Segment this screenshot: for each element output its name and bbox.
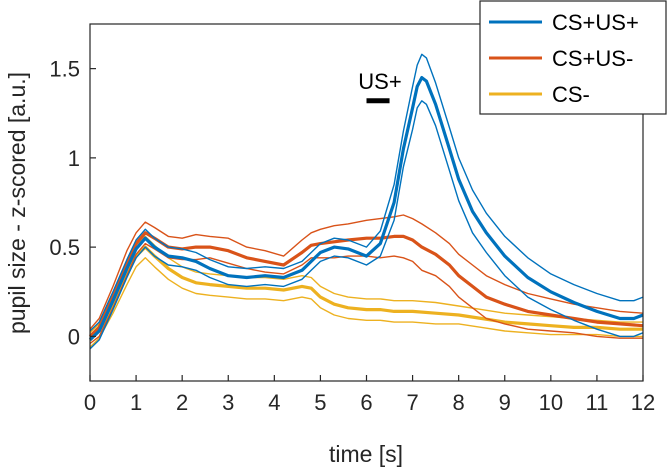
x-tick-label: 6 <box>360 390 372 415</box>
x-tick-label: 11 <box>585 390 608 415</box>
plot-lines <box>88 53 644 350</box>
series-cs_minus-lower-bound <box>89 257 643 348</box>
y-tick-label: 0.5 <box>49 235 80 260</box>
legend-label-cs-minus: CS- <box>552 82 590 107</box>
series-cs_minus-upper-bound <box>89 235 643 334</box>
series-cs_plus_us_minus-upper-bound <box>89 214 644 330</box>
x-axis-label: time [s] <box>329 441 403 467</box>
x-tick-label: 12 <box>631 390 655 415</box>
x-tick-label: 5 <box>314 390 326 415</box>
x-tick-label: 4 <box>268 390 280 415</box>
x-tick-label: 9 <box>499 390 511 415</box>
y-tick-label: 1.5 <box>49 57 80 82</box>
legend: CS+US+ CS+US- CS- <box>479 0 667 115</box>
x-tick-label: 8 <box>453 390 465 415</box>
x-tick-label: 2 <box>176 390 188 415</box>
x-tick-label: 10 <box>539 390 563 415</box>
x-axis-ticks: 0 1 2 3 4 5 6 7 8 9 10 11 12 <box>84 375 655 415</box>
series-cs_plus_us_plus-mean-line <box>88 75 644 342</box>
x-tick-label: 3 <box>222 390 234 415</box>
legend-label-cs-plus-us-minus: CS+US- <box>552 46 633 71</box>
series-cs_plus_us_plus-lower-bound <box>89 100 644 350</box>
series-cs_plus_us_plus-upper-bound <box>89 53 644 332</box>
y-axis-ticks: 0 0.5 1 1.5 <box>49 57 96 349</box>
x-tick-label: 0 <box>84 390 96 415</box>
legend-label-cs-plus-us-plus: CS+US+ <box>552 10 639 35</box>
y-tick-label: 0 <box>68 324 80 349</box>
y-axis-label: pupil size - z-scored [a.u.] <box>4 72 30 334</box>
us-plus-label: US+ <box>358 69 401 94</box>
series-cs_plus_us_minus-lower-bound <box>89 242 643 345</box>
x-tick-label: 7 <box>406 390 418 415</box>
y-tick-label: 1 <box>68 146 80 171</box>
x-tick-label: 1 <box>130 390 142 415</box>
